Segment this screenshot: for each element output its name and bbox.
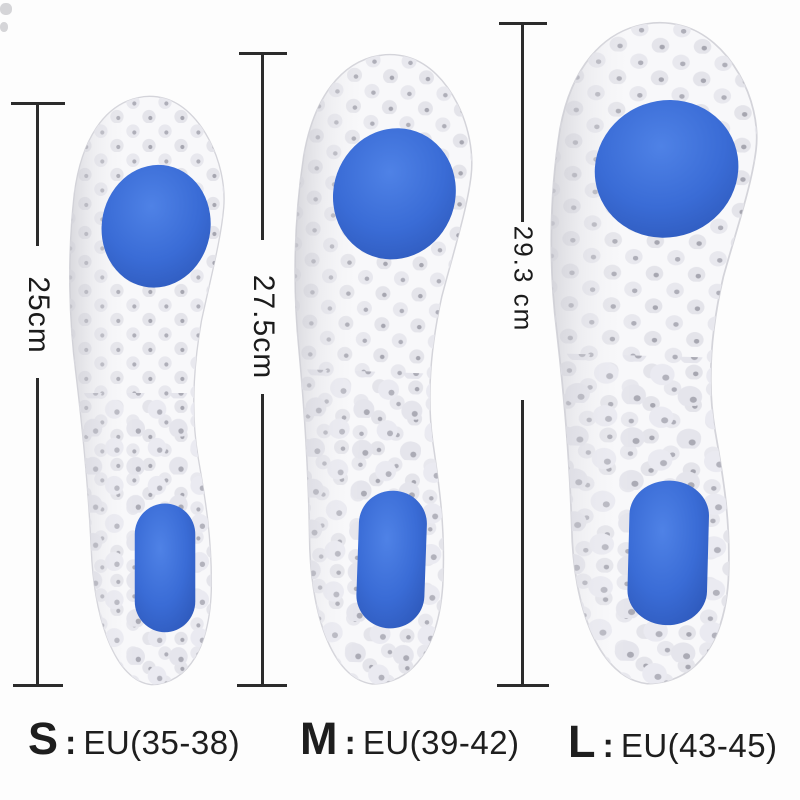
cropped-edge-artifact [0,3,12,15]
size-letter: M [300,713,338,764]
size-label-medium: M : EU(39-42) [300,716,520,761]
measure-cap-bottom [13,684,63,687]
measurement-label-large: 29.3 cm [508,225,539,333]
size-eu-range: EU(39-42) [362,724,520,761]
measure-cap-bottom [237,684,287,687]
measure-line [521,400,524,684]
measure-line [261,54,264,240]
insole-large [527,17,779,695]
measure-line [36,104,39,246]
measure-cap-top [11,102,65,105]
measurement-label-medium: 27.5cm [247,274,280,380]
insole-small [60,94,238,692]
toe-cushion-patch [594,100,739,238]
toe-cushion-patch [101,164,211,288]
measure-cap-top [239,52,287,55]
insole-graphic [539,19,760,687]
heel-cushion-patch [134,503,196,633]
size-eu-range: EU(43-45) [620,727,778,764]
heel-cushion-patch [627,480,709,626]
insole-graphic [280,51,476,687]
measure-line [261,394,264,684]
insole-medium [269,49,491,696]
size-separator: : [65,724,77,762]
size-eu-range: EU(35-38) [83,724,241,761]
heel-cushion-patch [356,490,427,629]
measure-cap-top [499,22,547,25]
size-letter: L [568,716,596,767]
size-label-large: L : EU(43-45) [568,719,778,764]
toe-cushion-patch [332,128,456,260]
measure-cap-bottom [497,684,549,687]
size-letter: S [28,713,59,764]
insole-graphic [69,95,225,686]
size-separator: : [344,724,356,762]
size-label-small: S : EU(35-38) [28,716,240,761]
cropped-edge-artifact [0,22,8,32]
size-separator: : [602,727,614,765]
measure-line [36,378,39,684]
measure-line [521,24,524,222]
measurement-label-small: 25cm [22,276,55,354]
